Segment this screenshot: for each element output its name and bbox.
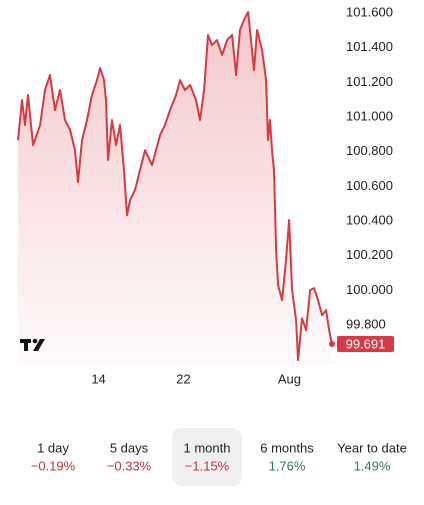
tab-change: −0.19%	[31, 458, 76, 473]
line	[17, 11, 333, 362]
y-tick-label: 100.200	[346, 247, 393, 262]
area	[18, 12, 332, 365]
period-tab[interactable]: 1 month −1.15%	[172, 428, 242, 486]
period-tab[interactable]: 5 days −0.33%	[107, 440, 152, 473]
tab-change: −1.15%	[185, 458, 230, 473]
y-tick-label: 100.800	[346, 143, 393, 158]
period-tab[interactable]: 1 day −0.19%	[31, 440, 76, 473]
x-tick-label: 14	[91, 371, 105, 386]
y-tick-label: 100.400	[346, 213, 393, 228]
y-tick-label: 101.400	[346, 39, 393, 54]
y-tick-label: 99.800	[346, 317, 386, 332]
tab-highlight	[172, 428, 242, 486]
period-tab[interactable]: Year to date 1.49%	[337, 440, 407, 473]
y-tick-label: 100.000	[346, 282, 393, 297]
y-tick-label: 101.200	[346, 74, 393, 89]
x-tick-label: 22	[176, 371, 190, 386]
price-badge	[337, 336, 394, 353]
tab-change: 1.76%	[269, 458, 306, 473]
price-label: 99.691	[346, 336, 386, 351]
tab-label: Year to date	[337, 440, 407, 455]
tab-change: −0.33%	[107, 458, 152, 473]
period-tab[interactable]: 6 months 1.76%	[260, 440, 314, 473]
last-point	[329, 341, 335, 347]
tab-label: 1 day	[37, 440, 69, 455]
y-tick-label: 101.000	[346, 108, 393, 123]
x-tick-label: Aug	[278, 371, 301, 386]
y-tick-label: 101.600	[346, 4, 393, 19]
tab-label: 6 months	[260, 440, 314, 455]
tab-change: 1.49%	[354, 458, 391, 473]
tab-label: 1 month	[184, 440, 231, 455]
tab-label: 5 days	[110, 440, 149, 455]
y-tick-label: 100.600	[346, 178, 393, 193]
